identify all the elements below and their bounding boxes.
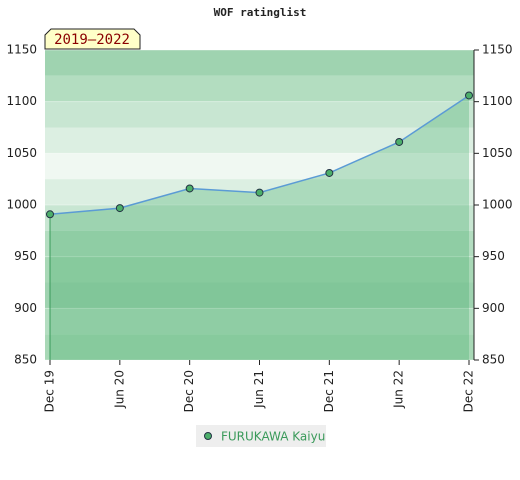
band — [45, 153, 474, 180]
y2-tick-label: 1000 — [482, 198, 513, 212]
band — [45, 308, 474, 335]
point — [395, 137, 404, 146]
point — [325, 168, 334, 177]
point — [465, 91, 473, 100]
point — [46, 210, 54, 219]
badge: 2019–2022 — [54, 32, 130, 48]
y-tick-label: 1150 — [6, 43, 37, 57]
x-tick-label: Dec 20 — [182, 370, 196, 412]
band — [45, 75, 474, 102]
y2-tick-label: 1150 — [482, 43, 513, 57]
y2-tick-label: 950 — [482, 249, 505, 263]
point — [115, 204, 124, 213]
x-tick-label: Jun 22 — [392, 370, 406, 409]
x-tick-label: Jun 21 — [252, 370, 266, 409]
y2-tick-label: 900 — [482, 301, 505, 315]
y-tick-label: 1050 — [6, 146, 37, 160]
y2-tick-label: 1100 — [482, 94, 513, 108]
band — [45, 334, 474, 360]
area — [50, 95, 469, 360]
badge-box — [44, 28, 141, 50]
y-tick-label: 1100 — [6, 94, 37, 108]
legend-marker — [204, 432, 212, 440]
legend-label: FURUKAWA Kaiyu — [221, 430, 325, 444]
point — [255, 188, 264, 197]
point — [185, 184, 194, 193]
legend-box — [196, 425, 326, 447]
chart-title: WOF ratinglist — [214, 6, 307, 19]
x-tick-label: Dec 21 — [322, 370, 336, 412]
x-tick-label: Dec 19 — [43, 370, 57, 412]
x-tick-label: Dec 22 — [462, 370, 476, 412]
band — [45, 50, 474, 76]
band — [45, 230, 474, 257]
y-tick-label: 900 — [14, 301, 37, 315]
y-tick-label: 950 — [14, 249, 37, 263]
y-tick-label: 1000 — [6, 198, 37, 212]
band — [45, 101, 474, 128]
y2-tick-label: 1050 — [482, 146, 513, 160]
x-tick-label: Jun 20 — [112, 370, 126, 409]
band — [45, 282, 474, 309]
band — [45, 256, 474, 283]
plot-area — [45, 49, 474, 361]
y-tick-label: 850 — [14, 353, 37, 367]
y2-tick-label: 850 — [482, 353, 505, 367]
